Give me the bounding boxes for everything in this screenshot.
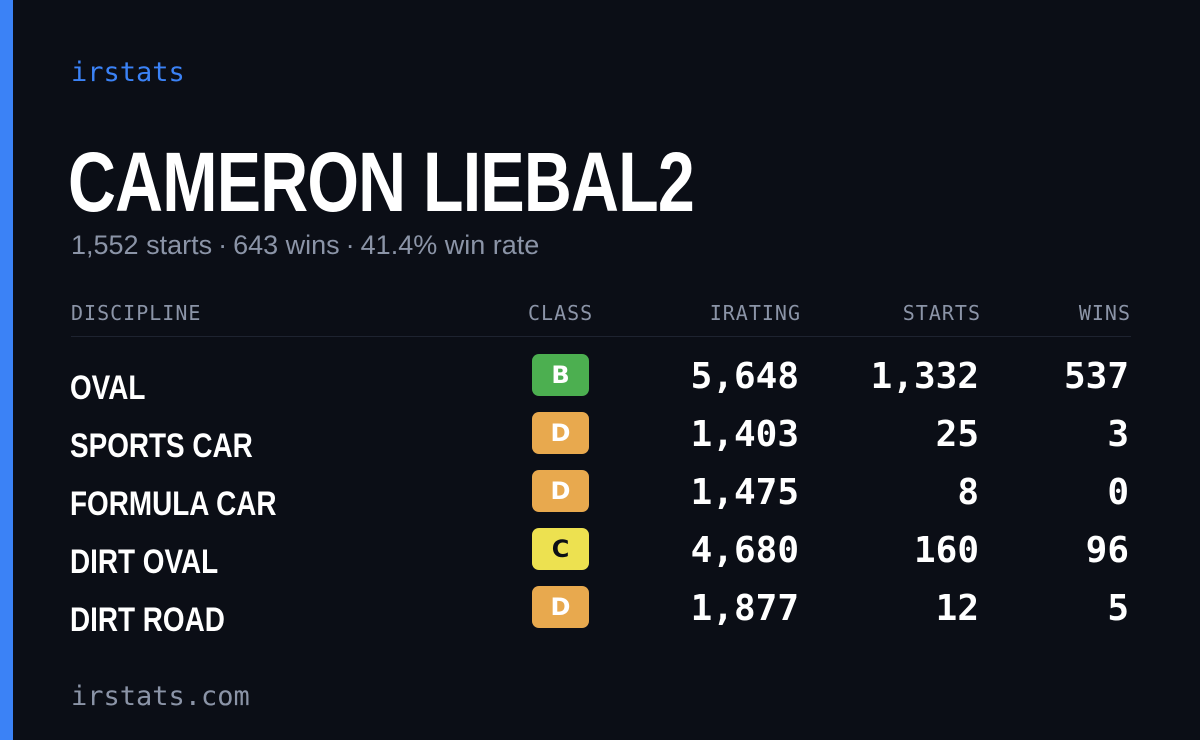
license-table: DISCIPLINE CLASS IRATING STARTS WINS OVA… [70, 296, 1131, 639]
row-starts: 1,332 [870, 356, 979, 397]
summary-separator: · [345, 230, 355, 260]
header-discipline: DISCIPLINE [71, 301, 202, 325]
header-irating: IRATING [709, 301, 801, 325]
row-starts: 8 [957, 472, 979, 513]
row-irating: 4,680 [690, 530, 799, 571]
row-wins: 3 [1107, 414, 1129, 455]
table-header: DISCIPLINE CLASS IRATING STARTS WINS [71, 296, 1131, 337]
driver-summary: 1,552 starts · 643 wins · 41.4% win rate [71, 228, 539, 262]
row-starts: 12 [935, 588, 979, 629]
header-wins: WINS [1078, 301, 1131, 325]
row-discipline: SPORTS CAR [70, 427, 253, 465]
row-irating: 1,475 [690, 472, 799, 513]
table-row: OVAL B 5,648 1,332 537 [70, 354, 1131, 412]
row-discipline: FORMULA CAR [70, 485, 277, 523]
row-wins: 0 [1107, 472, 1129, 513]
row-starts: 160 [913, 530, 979, 571]
summary-win-rate: 41.4% win rate [360, 230, 540, 260]
row-wins: 537 [1063, 356, 1129, 397]
row-discipline: OVAL [70, 369, 146, 407]
summary-starts: 1,552 starts [71, 230, 213, 260]
row-irating: 1,403 [690, 414, 799, 455]
class-badge: C [532, 528, 589, 570]
class-badge: D [532, 470, 589, 512]
header-class: CLASS [528, 301, 594, 325]
row-discipline: DIRT ROAD [70, 601, 225, 639]
footer-url[interactable]: irstats.com [71, 681, 250, 712]
class-badge: D [532, 586, 589, 628]
row-starts: 25 [935, 414, 979, 455]
summary-separator: · [218, 230, 228, 260]
table-row: DIRT ROAD D 1,877 12 5 [70, 586, 1131, 644]
header-starts: STARTS [902, 301, 981, 325]
table-row: FORMULA CAR D 1,475 8 0 [70, 470, 1131, 528]
row-irating: 5,648 [690, 356, 799, 397]
brand-logo-text[interactable]: irstats [71, 57, 185, 88]
accent-bar [0, 0, 13, 740]
table-row: DIRT OVAL C 4,680 160 96 [70, 528, 1131, 586]
driver-name: CAMERON LIEBAL2 [68, 135, 695, 229]
row-discipline: DIRT OVAL [70, 543, 219, 581]
table-row: SPORTS CAR D 1,403 25 3 [70, 412, 1131, 470]
row-irating: 1,877 [690, 588, 799, 629]
summary-wins: 643 wins [233, 230, 340, 260]
row-wins: 5 [1107, 588, 1129, 629]
row-wins: 96 [1085, 530, 1129, 571]
class-badge: D [532, 412, 589, 454]
class-badge: B [532, 354, 589, 396]
